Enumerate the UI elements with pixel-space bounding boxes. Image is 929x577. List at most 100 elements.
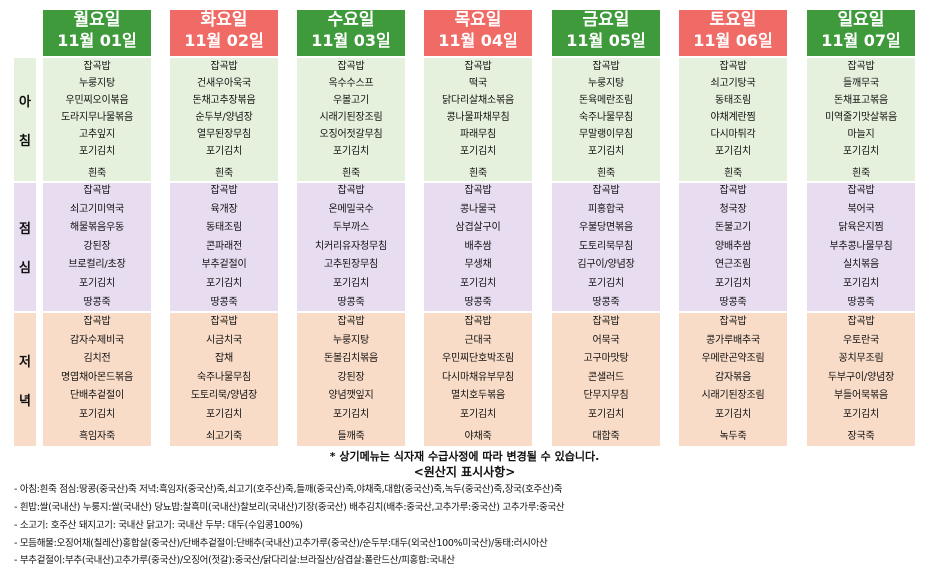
menu-item: 잡곡밥 [847, 61, 875, 72]
menu-item: 잡곡밥 [592, 61, 620, 72]
menu-item: 잡채 [215, 353, 233, 364]
menu-item: 흰죽 [597, 168, 615, 179]
day-header: 목요일 11월 04일 [424, 10, 532, 56]
day-name: 금요일 [582, 10, 630, 30]
menu-item: 포기김치 [843, 408, 879, 420]
menu-item: 우불당면볶음 [579, 222, 633, 233]
menu-column: 잡곡밥 우토란국 꽁치무조림 두부구이/양념장 부들어묵볶음 포기김치 장국죽 [807, 313, 915, 446]
menu-column: 잡곡밥 콩가루배추국 우메란곤약조림 감자볶음 시래기된장조림 포기김치 녹두죽 [679, 313, 787, 446]
menu-column: 잡곡밥 누룽지탕 우민찌오이볶음 도라지무나물볶음 고추잎지 포기김치 흰죽 [43, 58, 151, 181]
menu-item: 돈채고추장볶음 [192, 95, 256, 106]
day-header: 금요일 11월 05일 [552, 10, 660, 56]
menu-item: 잡곡밥 [210, 61, 238, 72]
menu-item: 고구마맛탕 [583, 353, 629, 364]
menu-item: 잡곡밥 [719, 61, 747, 72]
meal-section-breakfast: 아 침 잡곡밥 누룽지탕 우민찌오이볶음 도라지무나물볶음 고추잎지 포기김치 흰죽 잡곡밥 건새우… [14, 58, 923, 181]
origin-line: - 아침:흰죽 점심:땅콩(중국산)죽 저녁:흑임자(중국산)죽,쇠고기(호주산… [14, 484, 563, 495]
menu-item: 잡곡밥 [719, 316, 747, 327]
menu-column: 잡곡밥 청국장 돈불고기 양배추쌈 연근조림 포기김치 땅콩죽 [679, 183, 787, 311]
origin-line: - 모듬해물:오징어채(칠레산)홍합살(중국산)/단배추겉절이:단배추(국내산)… [14, 538, 548, 549]
menu-item: 포기김치 [206, 408, 242, 420]
day-header: 월요일 11월 01일 [43, 10, 151, 56]
day-header: 화요일 11월 02일 [170, 10, 278, 56]
menu-item: 흰죽 [724, 168, 742, 179]
day-name: 월요일 [73, 10, 121, 30]
menu-item: 동태조림 [715, 95, 751, 106]
menu-column: 잡곡밥 들깨무국 돈채표고볶음 미역줄기맛살볶음 마늘지 포기김치 흰죽 [807, 58, 915, 181]
menu-item: 닭다리살채소볶음 [442, 95, 514, 106]
menu-item: 포기김치 [843, 146, 879, 157]
menu-item: 포기김치 [588, 146, 624, 157]
menu-item: 포기김치 [460, 408, 496, 420]
menu-column: 잡곡밥 옥수수스프 우볼고기 시래기된장조림 오징어젓갈무침 포기김치 흰죽 [297, 58, 405, 181]
menu-item: 근대국 [464, 334, 492, 346]
menu-item: 우메란곤약조림 [701, 353, 765, 364]
meal-label-char: 침 [19, 133, 31, 149]
menu-item: 포기김치 [715, 408, 751, 420]
menu-column: 잡곡밥 콩나물국 삼겹살구이 배추쌈 무생채 포기김치 땅콩죽 [424, 183, 532, 311]
menu-item: 우볼고기 [333, 95, 369, 106]
menu-item: 포기김치 [333, 146, 369, 157]
menu-item: 부추콩나물무침 [829, 240, 893, 252]
menu-item: 땅콩죽 [337, 297, 365, 308]
day-name: 일요일 [837, 10, 885, 30]
menu-item: 꽁치무조림 [838, 353, 884, 364]
menu-item: 시래기된장조림 [319, 112, 383, 123]
menu-column: 잡곡밥 온메밀국수 두부까스 치커리유자청무침 고추된장무침 포기김치 땅콩죽 [297, 183, 405, 311]
menu-item: 땅콩죽 [464, 297, 492, 308]
meal-label-char: 녁 [19, 393, 31, 409]
origin-title: <원산지 표시사항> [413, 465, 516, 479]
menu-item: 잡곡밥 [83, 185, 111, 196]
origin-line: - 소고기: 호주산 돼지고기: 국내산 닭고기: 국내산 두부: 대두(수입콩… [14, 520, 303, 531]
menu-item: 돈채표고볶음 [834, 95, 888, 106]
menu-item: 무말랭이무침 [579, 129, 633, 140]
menu-item: 시금치국 [206, 334, 242, 346]
day-name: 화요일 [200, 10, 248, 30]
menu-item: 숙주나물무침 [197, 371, 251, 383]
menu-item: 포기김치 [715, 277, 751, 289]
menu-item: 쇠고기탕국 [710, 78, 756, 89]
menu-item: 야채계란찜 [710, 112, 756, 123]
menu-item: 땅콩죽 [847, 297, 875, 308]
menu-item: 누룽지탕 [79, 78, 115, 89]
menu-item: 육개장 [210, 203, 238, 215]
origin-line: - 부추겉절이:부추(국내산)고추가루(중국산)/오징어(젓갈):중국산/닭다리… [14, 555, 455, 566]
menu-item: 김치전 [83, 353, 111, 364]
menu-item: 누룽지탕 [333, 334, 369, 346]
menu-item: 미역줄기맛살볶음 [825, 112, 897, 123]
menu-item: 김구이/양념장 [577, 259, 635, 270]
menu-item: 잡곡밥 [592, 185, 620, 196]
meal-label-char: 심 [19, 261, 31, 276]
menu-item: 잡곡밥 [210, 316, 238, 327]
menu-item: 포기김치 [588, 408, 624, 420]
menu-column: 잡곡밥 근대국 우민찌단호박조림 다시마채유부무침 멸치호두볶음 포기김치 야채죽 [424, 313, 532, 446]
meal-section-lunch: 점 심 잡곡밥 쇠고기미역국 해물볶음우동 강된장 브로컬리/초장 포기김치 땅콩죽 잡곡밥 육개장… [14, 183, 923, 311]
menu-item: 고추된장무침 [324, 259, 378, 270]
menu-item: 브로컬리/초장 [68, 259, 126, 270]
menu-item: 양념깻잎지 [328, 390, 374, 401]
day-header: 토요일 11월 06일 [679, 10, 787, 56]
menu-item: 명엽채아몬드볶음 [61, 371, 133, 383]
menu-item: 잡곡밥 [337, 185, 365, 196]
menu-item: 잡곡밥 [337, 61, 365, 72]
day-name: 수요일 [327, 10, 375, 30]
menu-column: 잡곡밥 육개장 동태조림 콘파래전 부추겉절이 포기김치 땅콩죽 [170, 183, 278, 311]
menu-item: 땅콩죽 [592, 297, 620, 308]
menu-column: 잡곡밥 피홍합국 우불당면볶음 도토리묵무침 김구이/양념장 포기김치 땅콩죽 [552, 183, 660, 311]
menu-item: 온메밀국수 [328, 203, 374, 215]
menu-item: 오징어젓갈무침 [319, 129, 383, 140]
day-date: 11월 04일 [438, 30, 518, 50]
menu-item: 멸치호두볶음 [451, 390, 505, 401]
day-date: 11월 01일 [57, 30, 137, 50]
menu-item: 감자볶음 [715, 371, 751, 383]
menu-item: 순두부/양념장 [195, 112, 253, 123]
menu-column: 잡곡밥 감자수제비국 김치전 명엽채아몬드볶음 단배추겉절이 포기김치 흑임자죽 [43, 313, 151, 446]
menu-item: 다시마튀각 [710, 129, 756, 140]
menu-item: 포기김치 [460, 146, 496, 157]
menu-item: 피홍합국 [588, 203, 624, 215]
menu-item: 북어국 [847, 203, 875, 215]
menu-item: 땅콩죽 [210, 297, 238, 308]
menu-item: 잡곡밥 [83, 61, 111, 72]
